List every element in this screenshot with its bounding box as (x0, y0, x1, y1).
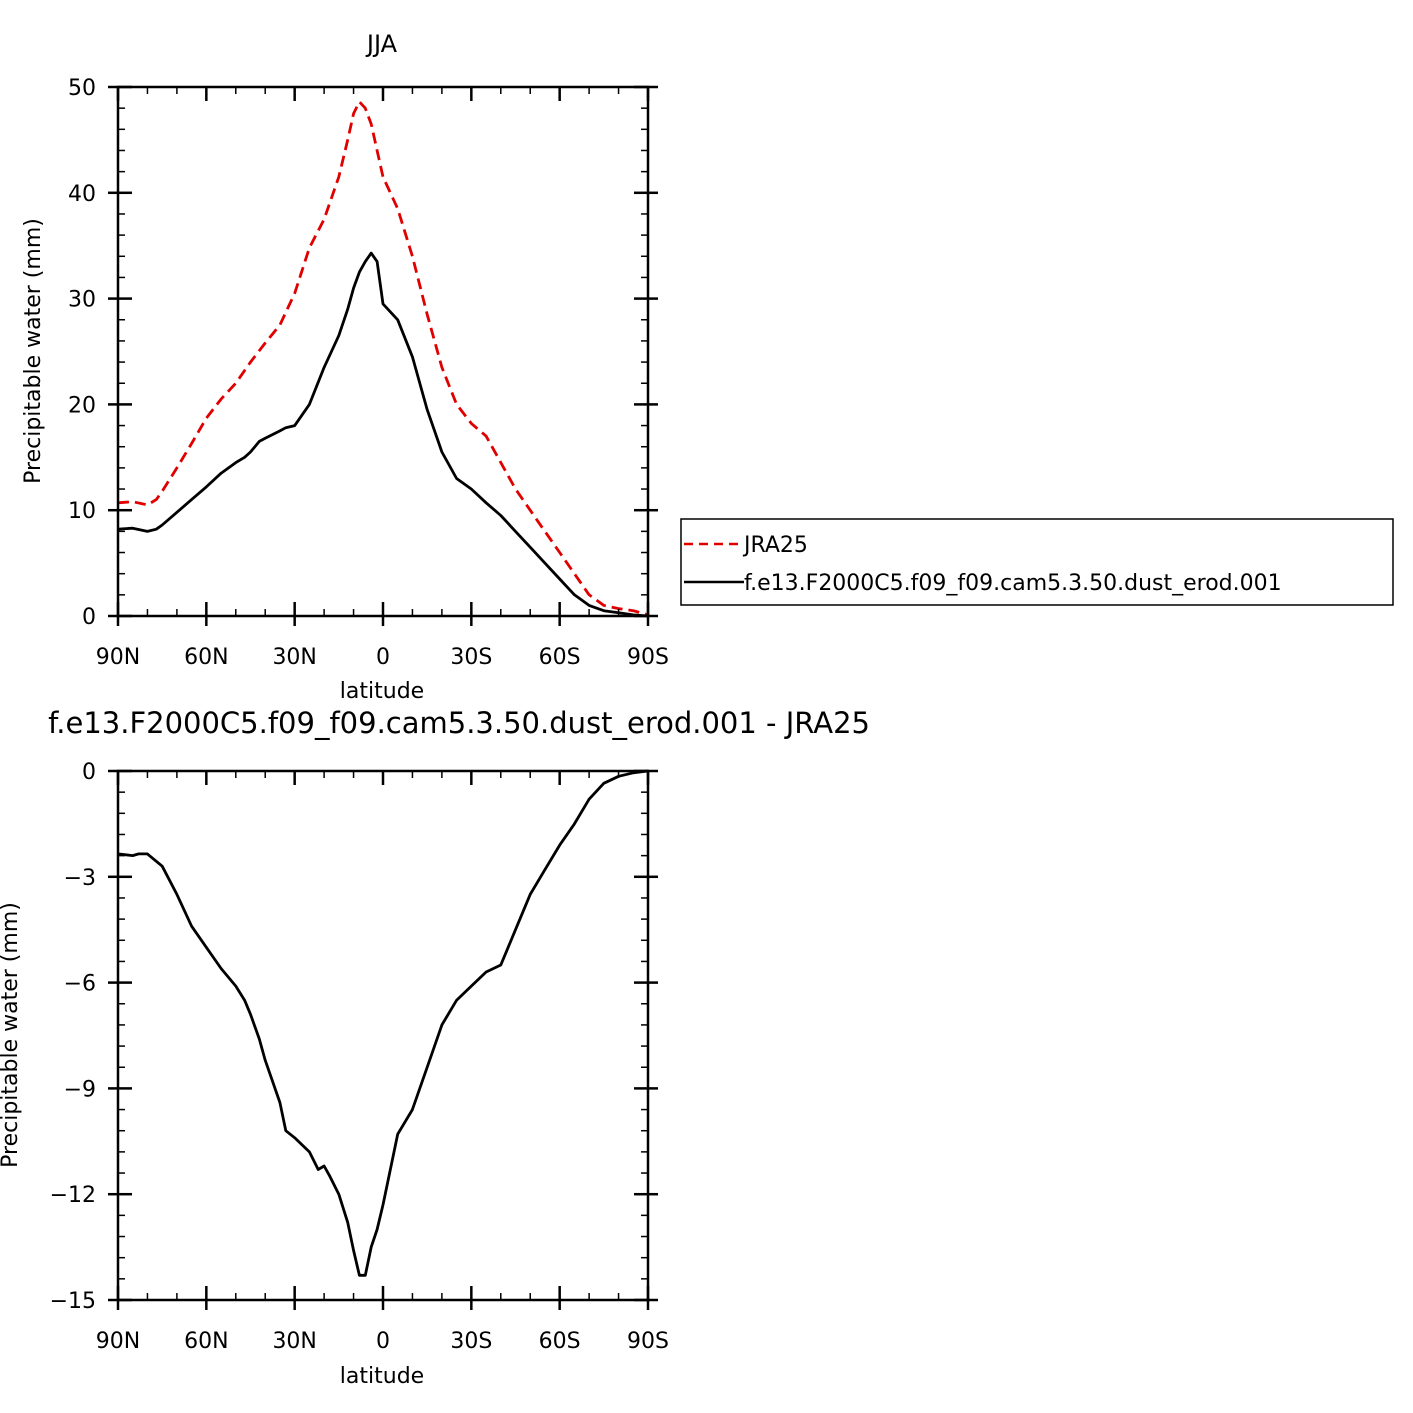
legend-label-jra25: JRA25 (742, 533, 808, 558)
top-chart-series-group (117, 100, 649, 618)
y-tick-label: −15 (50, 1289, 96, 1314)
y-tick-label: −3 (64, 866, 96, 891)
x-tick-label: 90S (627, 645, 669, 670)
x-tick-label: 30S (450, 1329, 492, 1354)
top-chart-y-axis-label: Precipitable water (mm) (21, 218, 46, 484)
x-tick-label: 0 (376, 1329, 390, 1354)
bottom-chart-axes: 90N 60N 30N 0 30S 60S 90S 0 −3 −6 −9 −12 −15 (50, 760, 669, 1354)
y-tick-label: 20 (68, 393, 96, 418)
bottom-chart: f.e13.F2000C5.f09_f09.cam5.3.50.dust_ero… (0, 706, 870, 1389)
y-tick-label: 0 (82, 760, 96, 785)
y-tick-label: −9 (64, 1077, 96, 1102)
y-tick-label: −12 (50, 1183, 96, 1208)
legend: JRA25 f.e13.F2000C5.f09_f09.cam5.3.50.du… (680, 518, 1394, 606)
x-tick-label: 90S (627, 1329, 669, 1354)
bottom-chart-x-axis-label: latitude (340, 1364, 424, 1389)
x-tick-label: 30N (272, 645, 316, 670)
x-tick-label: 30S (450, 645, 492, 670)
x-tick-label: 0 (376, 645, 390, 670)
y-tick-label: 40 (68, 182, 96, 207)
x-tick-label: 60S (539, 1329, 581, 1354)
bottom-chart-y-axis-label: Precipitable water (mm) (0, 902, 23, 1168)
legend-box (680, 518, 1394, 606)
series-line-0 (117, 769, 649, 1277)
y-tick-label: 30 (68, 288, 96, 313)
plot-frame (116, 85, 650, 618)
plot-frame (116, 769, 650, 1302)
y-tick-label: −6 (64, 972, 96, 997)
top-chart-x-axis-label: latitude (340, 679, 424, 704)
x-tick-label: 90N (96, 645, 140, 670)
series-line-1 (117, 251, 649, 618)
x-tick-label: 30N (272, 1329, 316, 1354)
top-chart: JJA latitude Precipitable water (mm) 90N… (21, 30, 669, 704)
y-tick-label: 10 (68, 499, 96, 524)
y-tick-label: 0 (82, 605, 96, 630)
legend-label-model: f.e13.F2000C5.f09_f09.cam5.3.50.dust_ero… (744, 571, 1282, 596)
series-line-0 (117, 100, 649, 617)
bottom-chart-series-group (117, 769, 649, 1277)
x-tick-label: 60N (184, 1329, 228, 1354)
top-chart-title: JJA (365, 30, 398, 58)
bottom-chart-title: f.e13.F2000C5.f09_f09.cam5.3.50.dust_ero… (48, 706, 870, 740)
x-tick-label: 60N (184, 645, 228, 670)
x-tick-label: 90N (96, 1329, 140, 1354)
y-tick-label: 50 (68, 76, 96, 101)
x-tick-label: 60S (539, 645, 581, 670)
top-chart-axes: 90N 60N 30N 0 30S 60S 90S 0 10 20 30 40 50 (68, 76, 669, 670)
